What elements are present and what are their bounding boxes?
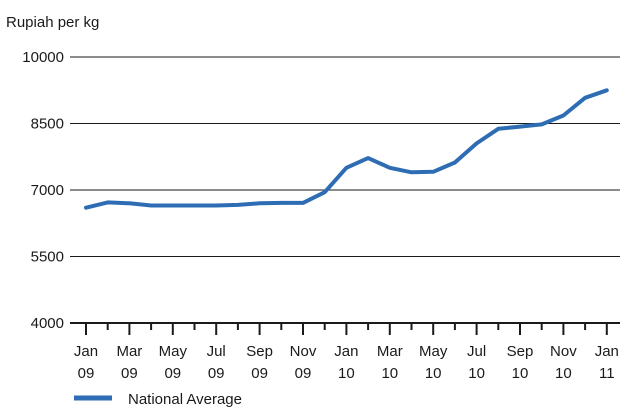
x-tick-label-year-2: 09 xyxy=(164,365,181,382)
x-axis: Jan 09 Mar 09 May 09 Jul 09 Sep 09 Nov 09 Jan 10 Mar 10… xyxy=(70,322,620,382)
x-tick-label-month-9: Jul xyxy=(467,343,486,360)
x-tick-label-year-10: 10 xyxy=(512,365,529,382)
x-tick-label-year-5: 09 xyxy=(295,365,312,382)
x-tick-label-month-11: Nov xyxy=(550,343,577,360)
x-tick-label-month-10: Sep xyxy=(507,343,534,360)
x-tick-label-year-3: 09 xyxy=(208,365,225,382)
series-line-national-average xyxy=(84,88,609,210)
x-tick-label-month-4: Sep xyxy=(246,343,273,360)
y-tick-label-4000: 4000 xyxy=(31,315,64,332)
y-tick-label-7000: 7000 xyxy=(31,182,64,199)
y-tick-label-8500: 8500 xyxy=(31,116,64,133)
y-tick-label-5500: 5500 xyxy=(31,249,64,266)
x-tick-label-year-8: 10 xyxy=(425,365,442,382)
x-tick-label-year-12: 11 xyxy=(599,365,615,382)
y-axis-ticks: 4000 5500 7000 8500 10000 xyxy=(22,49,64,332)
gridlines xyxy=(70,56,620,257)
series-lines xyxy=(84,88,609,210)
x-tick-label-year-1: 09 xyxy=(121,365,138,382)
x-tick-label-year-7: 10 xyxy=(381,365,398,382)
x-tick-label-month-8: May xyxy=(419,343,448,360)
x-tick-label-year-11: 10 xyxy=(555,365,572,382)
x-tick-label-month-6: Jan xyxy=(334,343,358,360)
y-axis-label: Rupiah per kg xyxy=(6,14,99,31)
x-tick-label-month-12: Jan xyxy=(595,343,619,360)
x-tick-label-month-5: Nov xyxy=(290,343,317,360)
x-tick-label-year-9: 10 xyxy=(468,365,485,382)
legend: National Average xyxy=(74,391,242,408)
x-tick-label-month-3: Jul xyxy=(207,343,226,360)
x-tick-label-year-4: 09 xyxy=(251,365,268,382)
x-tick-label-month-2: May xyxy=(159,343,188,360)
x-tick-label-month-1: Mar xyxy=(116,343,142,360)
x-tick-label-year-0: 09 xyxy=(78,365,95,382)
x-tick-label-year-6: 10 xyxy=(338,365,355,382)
y-tick-label-10000: 10000 xyxy=(22,49,64,66)
legend-label-national-average: National Average xyxy=(128,391,242,408)
x-tick-label-month-0: Jan xyxy=(74,343,98,360)
x-tick-label-month-7: Mar xyxy=(377,343,403,360)
